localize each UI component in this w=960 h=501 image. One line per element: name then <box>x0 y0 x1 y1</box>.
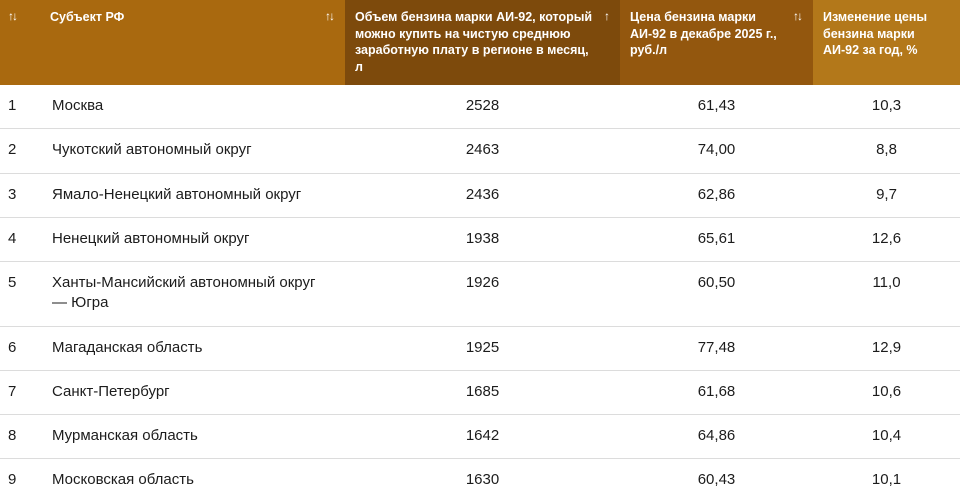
table-row: 8 Мурманская область 1642 64,86 10,4 <box>0 415 960 460</box>
header-volume[interactable]: Объем бензина марки АИ-92, который можно… <box>345 0 620 85</box>
table-row: 1 Москва 2528 61,43 10,3 <box>0 85 960 130</box>
row-rank: 2 <box>8 141 17 159</box>
row-volume-value: 1938 <box>465 229 500 247</box>
row-volume-value: 1642 <box>465 427 500 444</box>
row-rank: 3 <box>8 185 17 203</box>
table-row: 4 Ненецкий автономный округ 1938 65,61 1… <box>0 218 960 262</box>
header-region[interactable]: Субъект РФ ↑↓ <box>40 0 345 85</box>
row-change-value: 11,0 <box>872 274 901 291</box>
row-price-value: 61,68 <box>697 382 736 400</box>
sort-asc-icon[interactable]: ↑ <box>604 9 610 23</box>
row-volume-value: 1925 <box>465 338 500 356</box>
row-volume-value: 1926 <box>465 274 500 291</box>
row-change-value: 12,9 <box>871 338 902 356</box>
table-row: 5 Ханты-Мансийский автономный округ — Юг… <box>0 262 960 327</box>
row-change-value: 10,1 <box>871 471 902 489</box>
sort-icon[interactable]: ↑↓ <box>793 9 803 23</box>
row-region-name: Ханты-Мансийский автономный округ — Югра <box>52 274 316 312</box>
table-row: 9 Московская область 1630 60,43 10,1 <box>0 459 960 501</box>
row-price-value: 65,61 <box>697 229 736 247</box>
row-price-value: 61,43 <box>697 97 736 114</box>
table-row: 6 Магаданская область 1925 77,48 12,9 <box>0 327 960 371</box>
row-change-value: 10,3 <box>871 97 902 114</box>
row-rank: 1 <box>8 97 17 114</box>
row-price-value: 77,48 <box>697 338 736 356</box>
row-region-name: Мурманская область <box>52 427 198 444</box>
header-change[interactable]: Изменение цены бензина марки АИ-92 за го… <box>813 0 960 85</box>
row-region-name: Чукотский автономный округ <box>52 141 252 159</box>
row-region-name: Магаданская область <box>52 338 203 356</box>
sort-icon[interactable]: ↑↓ <box>325 9 335 23</box>
row-change-value: 10,6 <box>871 382 902 400</box>
header-region-label: Субъект РФ <box>50 10 125 24</box>
row-region-name: Ямало-Ненецкий автономный округ <box>52 185 302 203</box>
row-region-name: Москва <box>52 97 104 114</box>
row-price-value: 60,50 <box>697 274 736 291</box>
row-rank: 4 <box>8 229 17 247</box>
row-change-value: 12,6 <box>871 229 902 247</box>
row-volume-value: 1630 <box>465 471 500 489</box>
row-price-value: 64,86 <box>697 427 736 444</box>
row-volume-value: 2528 <box>465 97 500 114</box>
table-header: ↑↓ Субъект РФ ↑↓ Объем бензина марки АИ-… <box>0 0 960 85</box>
row-price-value: 62,86 <box>697 185 736 203</box>
row-rank: 7 <box>8 382 17 400</box>
row-rank: 8 <box>8 427 17 444</box>
row-volume-value: 2436 <box>465 185 500 203</box>
row-rank: 6 <box>8 338 17 356</box>
sort-icon[interactable]: ↑↓ <box>8 9 18 23</box>
row-region-name: Московская область <box>52 471 194 489</box>
row-rank: 5 <box>8 274 17 291</box>
row-volume-value: 1685 <box>465 382 500 400</box>
header-rank[interactable]: ↑↓ <box>0 0 40 85</box>
row-rank: 9 <box>8 471 17 489</box>
table-body: 1 Москва 2528 61,43 10,3 2 Чукотский авт… <box>0 85 960 501</box>
row-change-value: 10,4 <box>871 427 902 444</box>
table-row: 7 Санкт-Петербург 1685 61,68 10,6 <box>0 371 960 415</box>
row-price-value: 74,00 <box>697 141 736 159</box>
row-region-name: Санкт-Петербург <box>52 382 170 400</box>
table-row: 2 Чукотский автономный округ 2463 74,00 … <box>0 129 960 174</box>
row-volume-value: 2463 <box>465 141 500 159</box>
header-price-label: Цена бензина марки АИ-92 в декабре 2025 … <box>630 10 777 57</box>
header-price[interactable]: Цена бензина марки АИ-92 в декабре 2025 … <box>620 0 813 85</box>
row-price-value: 60,43 <box>697 471 736 489</box>
row-change-value: 8,8 <box>876 141 897 159</box>
header-change-label: Изменение цены бензина марки АИ-92 за го… <box>823 10 928 57</box>
table-row: 3 Ямало-Ненецкий автономный округ 2436 6… <box>0 174 960 218</box>
header-volume-label: Объем бензина марки АИ-92, который можно… <box>355 10 593 74</box>
row-region-name: Ненецкий автономный округ <box>52 229 250 247</box>
row-change-value: 9,7 <box>876 185 897 203</box>
